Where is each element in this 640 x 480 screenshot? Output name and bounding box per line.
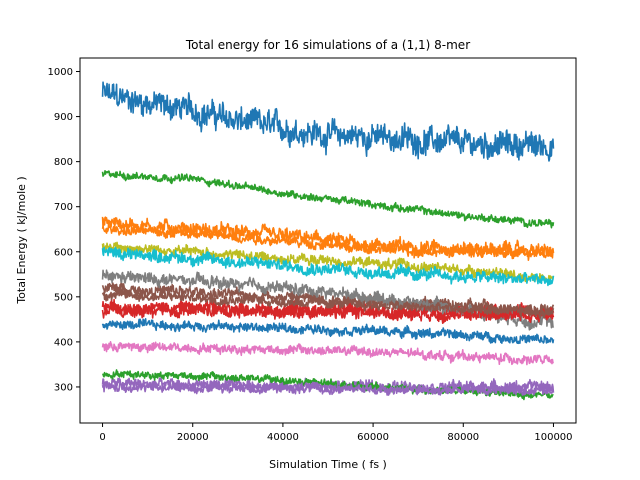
y-tick-label: 600 [54,247,73,258]
x-axis: 0 20000 40000 60000 80000 100000 [99,423,573,443]
plot-frame [79,57,577,424]
y-tick-label: 900 [54,112,73,123]
series-line-2 [101,216,555,261]
series-line-10 [101,246,555,287]
x-axis-title: Simulation Time ( fs ) [269,458,387,471]
x-tick-label: 0 [99,432,105,443]
x-tick-label: 100000 [534,432,572,443]
series-line-16 [101,288,555,319]
y-tick-label: 500 [54,292,73,303]
x-tick-label: 40000 [267,432,299,443]
y-tick-label: 700 [54,202,73,213]
series-line-7 [101,341,555,366]
series-line-1 [101,81,555,162]
y-tick-label: 1000 [48,67,73,78]
chart-title: Total energy for 16 simulations of a (1,… [185,38,470,52]
series-line-11 [101,318,555,345]
y-axis-title: Total Energy ( kJ/mole ) [15,176,28,304]
series-line-3 [101,170,555,229]
series-line-9 [101,241,554,284]
series-line-12 [101,224,555,260]
x-tick-label: 80000 [447,432,479,443]
series-line-14 [101,301,555,325]
y-tick-label: 300 [54,382,73,393]
y-tick-label: 400 [54,337,73,348]
y-tick-label: 800 [54,157,73,168]
y-axis: 300 400 500 600 700 800 900 1000 [48,67,80,393]
x-tick-label: 20000 [177,432,209,443]
series-line-15 [101,381,554,397]
x-tick-label: 60000 [357,432,389,443]
series-layer [101,81,555,401]
